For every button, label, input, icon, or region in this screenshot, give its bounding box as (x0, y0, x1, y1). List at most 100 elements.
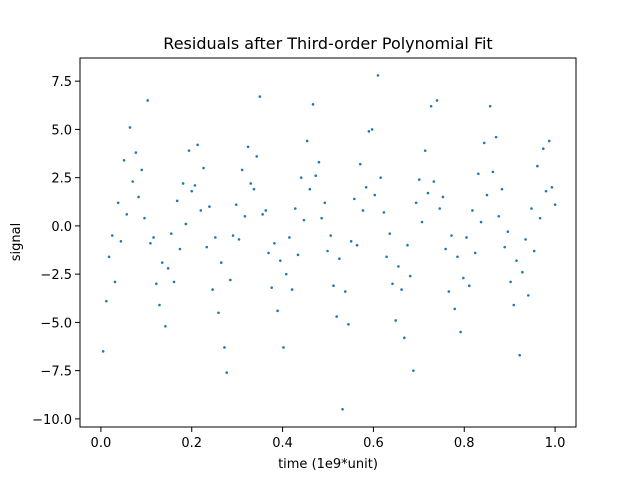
point (420, 220, 424, 224)
point (223, 346, 226, 349)
point (317, 160, 321, 164)
point (240, 168, 244, 172)
point (258, 95, 262, 98)
y-tick-label: 2.5 (51, 172, 72, 187)
point (435, 99, 439, 102)
point (270, 286, 273, 289)
point (125, 213, 129, 216)
point (503, 245, 506, 249)
point (119, 240, 123, 243)
point (509, 280, 512, 284)
point (225, 371, 229, 374)
point (249, 182, 253, 185)
point (284, 272, 288, 276)
point (547, 139, 551, 143)
point (553, 203, 557, 206)
point (506, 230, 510, 233)
point (116, 201, 120, 205)
point (219, 261, 223, 264)
point (110, 234, 114, 237)
point (208, 205, 211, 208)
point (261, 213, 264, 216)
point (288, 236, 291, 239)
x-tick-label: 0.8 (454, 436, 475, 451)
point (267, 251, 270, 255)
point (432, 180, 436, 183)
point (329, 234, 333, 237)
point (497, 214, 501, 218)
x-tick-label: 0.6 (363, 436, 384, 451)
point (113, 280, 117, 284)
point (214, 236, 217, 239)
point (202, 166, 205, 170)
point (465, 236, 468, 239)
point (299, 176, 303, 179)
point (521, 270, 524, 274)
point (246, 145, 250, 149)
y-axis-label: signal (9, 223, 24, 261)
point (187, 149, 191, 152)
point (338, 257, 341, 261)
point (158, 303, 161, 307)
point (412, 369, 415, 372)
point (323, 201, 327, 205)
y-tick-label: −7.5 (40, 365, 72, 380)
point (122, 158, 126, 162)
point (273, 241, 276, 245)
point (101, 350, 105, 353)
point (370, 128, 374, 131)
point (485, 193, 489, 197)
point (308, 187, 312, 191)
point (524, 238, 527, 241)
point (441, 195, 445, 199)
point (423, 149, 427, 152)
point (358, 162, 362, 166)
point (488, 104, 492, 108)
point (178, 247, 182, 251)
point (302, 218, 306, 222)
point (193, 184, 197, 187)
point (364, 186, 368, 189)
point (376, 74, 380, 77)
y-tick-label: −2.5 (40, 268, 72, 283)
point (403, 336, 406, 340)
plot-frame (79, 57, 577, 428)
point (450, 234, 453, 237)
point (438, 207, 442, 210)
x-tick-label: 0.0 (91, 436, 112, 451)
point (199, 209, 203, 212)
point (131, 180, 134, 183)
point (143, 216, 146, 220)
point (181, 182, 185, 185)
point (341, 407, 344, 411)
point (175, 199, 179, 203)
point (311, 103, 315, 106)
point (394, 319, 397, 322)
x-axis-label: time (1e9*unit) (278, 457, 378, 472)
point (107, 255, 111, 259)
point (414, 201, 418, 205)
point (515, 259, 518, 262)
point (406, 243, 409, 247)
x-tick-label: 1.0 (545, 436, 566, 451)
point (279, 259, 282, 262)
point (447, 290, 451, 293)
point (332, 284, 335, 288)
point (367, 130, 371, 133)
point (155, 282, 158, 286)
point (512, 303, 516, 307)
point (217, 311, 220, 315)
point (353, 197, 356, 201)
point (491, 170, 495, 174)
point (305, 139, 309, 143)
point (149, 241, 152, 245)
point (160, 261, 164, 264)
point (184, 222, 188, 226)
point (134, 151, 138, 154)
point (494, 135, 498, 139)
point (536, 164, 539, 168)
point (231, 234, 235, 237)
y-tick-label: 0.0 (51, 220, 72, 235)
point (349, 240, 353, 243)
point (518, 353, 521, 357)
